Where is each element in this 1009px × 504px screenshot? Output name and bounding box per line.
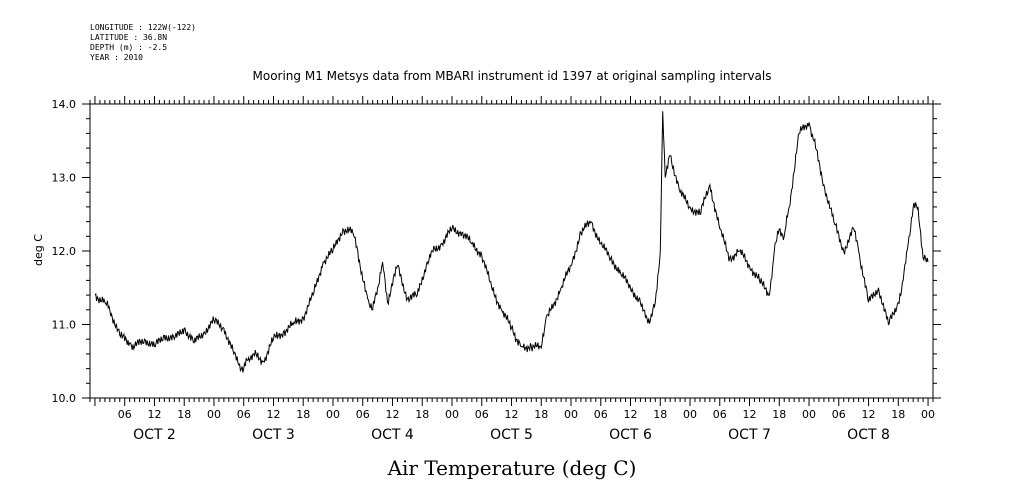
x-hour-label: 12 (505, 408, 519, 421)
x-hour-label: 18 (177, 408, 191, 421)
x-hour-label: 12 (743, 408, 757, 421)
x-hour-label: 12 (385, 408, 399, 421)
y-tick-label: 11.0 (52, 319, 77, 332)
x-hour-label: 12 (862, 408, 876, 421)
plot-frame (89, 103, 934, 399)
metadata-header: LONGITUDE : 122W(-122) LATITUDE : 36.8N … (90, 23, 196, 62)
x-hour-label: 06 (237, 408, 251, 421)
x-hour-label: 06 (118, 408, 132, 421)
x-axis-day-labels: OCT 2 OCT 3 OCT 4 OCT 5 OCT 6 OCT 7 OCT 8 (133, 427, 890, 443)
x-hour-label: 18 (534, 408, 548, 421)
longitude-text: LONGITUDE : 122W(-122) (90, 23, 196, 32)
x-day-label: OCT 8 (847, 427, 890, 443)
x-hour-label: 00 (445, 408, 459, 421)
x-hour-label: 00 (564, 408, 578, 421)
x-hour-label: 18 (296, 408, 310, 421)
x-hour-label: 18 (415, 408, 429, 421)
footer-variable-label: Air Temperature (deg C) (387, 456, 637, 480)
x-day-label: OCT 2 (133, 427, 176, 443)
chart-title: Mooring M1 Metsys data from MBARI instru… (253, 69, 772, 83)
x-day-label: OCT 5 (490, 427, 533, 443)
year-text: YEAR : 2010 (90, 53, 143, 62)
y-tick-label: 14.0 (52, 98, 77, 111)
y-axis-label: deg C (32, 234, 45, 266)
x-hour-label: 18 (653, 408, 667, 421)
x-hour-label: 06 (475, 408, 489, 421)
x-axis-ticks (89, 96, 934, 406)
y-tick-label: 13.0 (52, 172, 77, 185)
x-hour-label: 00 (683, 408, 697, 421)
y-tick-label: 12.0 (52, 245, 77, 258)
x-hour-label: 12 (266, 408, 280, 421)
x-day-label: OCT 7 (728, 427, 771, 443)
latitude-text: LATITUDE : 36.8N (90, 33, 167, 42)
x-hour-label: 00 (207, 408, 221, 421)
x-axis-hour-labels: 06 12 18 00 06 12 18 00 06 12 18 00 06 12 18 00 06 12 18 00… (118, 408, 935, 421)
x-hour-label: 00 (802, 408, 816, 421)
x-hour-label: 12 (147, 408, 161, 421)
x-hour-label: 00 (921, 408, 935, 421)
x-day-label: OCT 3 (252, 427, 295, 443)
series-line (94, 111, 929, 373)
x-hour-label: 18 (772, 408, 786, 421)
y-axis-ticks: 10.0 11.0 12.0 13.0 14.0 (52, 98, 941, 405)
x-day-label: OCT 6 (609, 427, 652, 443)
x-hour-label: 06 (356, 408, 370, 421)
x-hour-label: 12 (624, 408, 638, 421)
x-hour-label: 18 (891, 408, 905, 421)
x-hour-label: 06 (832, 408, 846, 421)
y-tick-label: 10.0 (52, 392, 77, 405)
x-day-label: OCT 4 (371, 427, 414, 443)
x-hour-label: 06 (713, 408, 727, 421)
depth-text: DEPTH (m) : -2.5 (90, 43, 167, 52)
x-hour-label: 06 (594, 408, 608, 421)
x-hour-label: 00 (326, 408, 340, 421)
